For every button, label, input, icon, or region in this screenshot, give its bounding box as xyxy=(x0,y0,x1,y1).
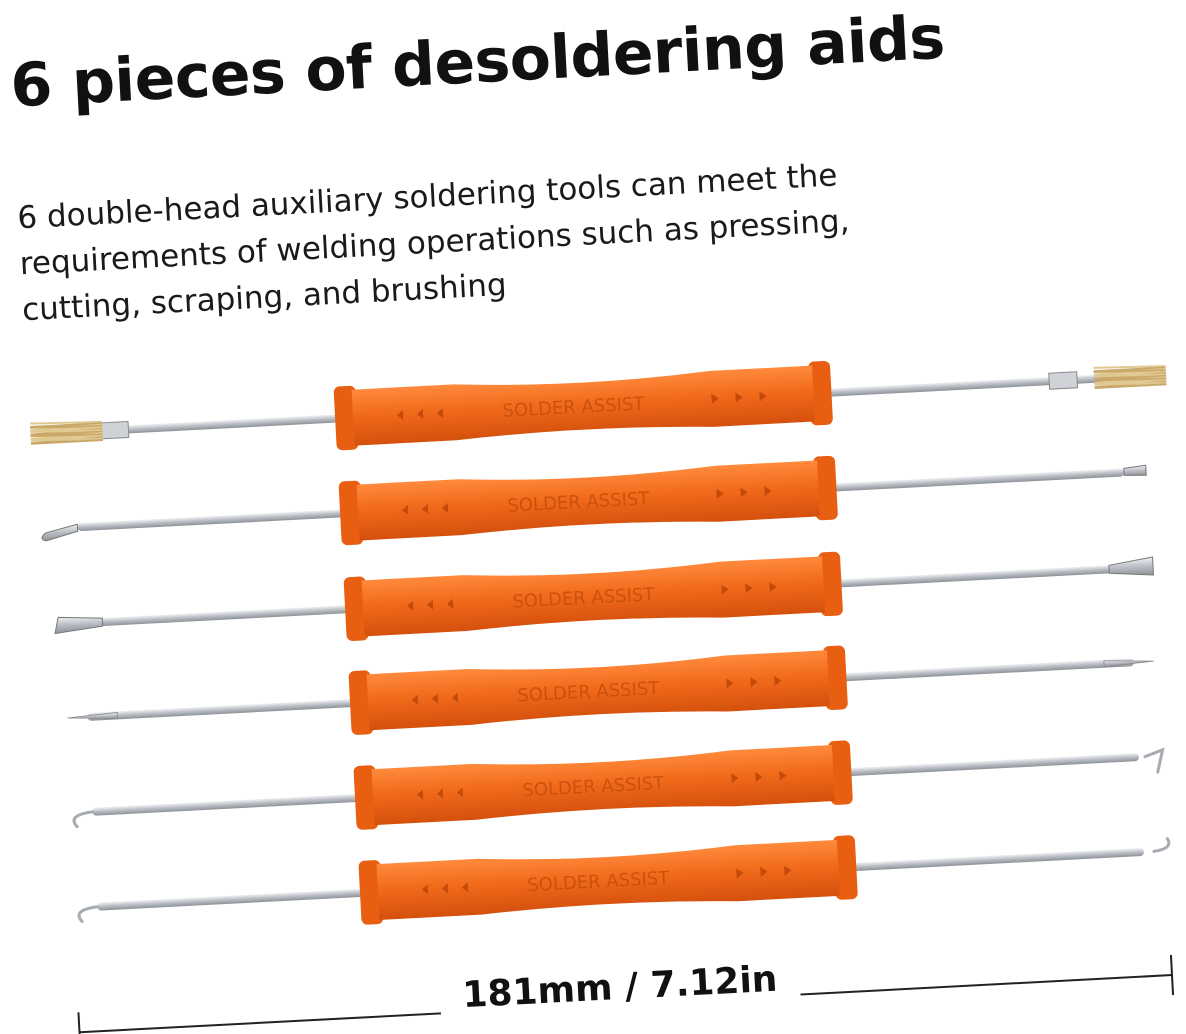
handle-arrow-right xyxy=(721,584,729,595)
right-tip-small-hook xyxy=(1152,837,1171,853)
right-tip-point xyxy=(1103,660,1155,668)
handle-arrow-right xyxy=(750,677,758,688)
left-tip-hook xyxy=(72,810,94,829)
right-tip-bent-hook xyxy=(1143,747,1165,774)
dimension-line: 181mm / 7.12in xyxy=(77,955,1175,1034)
left-tip-brush xyxy=(29,420,103,445)
handle-arrow-right xyxy=(755,772,763,783)
dimension-line-left xyxy=(79,1012,442,1034)
left-brush-ferrule xyxy=(99,420,130,440)
handle-arrow-right xyxy=(764,486,772,497)
dimension-tick-right xyxy=(1169,955,1175,996)
handle-arrow-right xyxy=(731,773,739,784)
handle-arrow-left xyxy=(451,692,459,703)
tool-5: SOLDER ASSIST xyxy=(72,740,1165,830)
right-brush-ferrule xyxy=(1048,371,1079,390)
handle-arrow-left xyxy=(416,789,424,800)
left-tip-hook xyxy=(77,905,99,924)
tool-handle xyxy=(356,460,820,541)
handle-arrow-left xyxy=(431,693,439,704)
handle-arrow-left xyxy=(441,883,449,894)
handle-arrow-left xyxy=(411,694,419,705)
tool-handle xyxy=(361,556,825,637)
handle-arrow-left xyxy=(407,600,414,611)
handle-arrow-left xyxy=(397,410,404,421)
handle-arrow-left xyxy=(417,409,424,420)
handle-arrow-left xyxy=(437,407,444,418)
handle-arrow-right xyxy=(774,675,782,686)
tool-6: SOLDER ASSIST xyxy=(77,835,1171,925)
handle-arrow-right xyxy=(779,770,787,781)
dimension-tick-left xyxy=(77,1012,82,1034)
dimension-line-right xyxy=(800,974,1173,996)
handle-arrow-right xyxy=(759,391,767,402)
handle-arrow-right xyxy=(735,392,743,403)
handle-arrow-right xyxy=(716,488,724,499)
tool-handle xyxy=(376,839,840,920)
handle-arrow-left xyxy=(402,504,409,515)
handle-arrow-right xyxy=(745,583,753,594)
left-tip-fork xyxy=(41,523,79,542)
tool-2: SOLDER ASSIST xyxy=(41,455,1147,546)
tool-1: SOLDER ASSIST xyxy=(29,360,1167,451)
tool-3: SOLDER ASSIST xyxy=(54,551,1154,642)
handle-arrow-left xyxy=(427,599,434,610)
left-tip-point xyxy=(67,711,118,719)
handle-arrow-right xyxy=(740,487,748,498)
left-tip-flat-blade xyxy=(54,616,104,635)
tool-handle xyxy=(351,365,815,446)
tool-handle xyxy=(366,650,830,731)
dimension-label: 181mm / 7.12in xyxy=(461,959,778,1016)
handle-arrow-right xyxy=(726,678,734,689)
handle-arrow-left xyxy=(421,884,429,895)
tool-handle xyxy=(371,745,835,826)
handle-arrow-right xyxy=(760,866,768,877)
right-tip-fork xyxy=(1123,464,1147,476)
handle-arrow-left xyxy=(456,787,464,798)
handle-arrow-left xyxy=(422,503,429,514)
handle-arrow-left xyxy=(447,598,454,609)
handle-arrow-right xyxy=(736,868,744,879)
handle-arrow-right xyxy=(784,865,792,876)
handle-arrow-left xyxy=(436,788,444,799)
tool-4: SOLDER ASSIST xyxy=(67,645,1155,735)
handle-arrow-left xyxy=(461,882,469,893)
handle-arrow-left xyxy=(441,502,449,513)
right-tip-brush xyxy=(1093,365,1167,390)
right-tip-flat-blade xyxy=(1108,556,1154,576)
handle-arrow-right xyxy=(769,582,777,593)
handle-arrow-right xyxy=(711,393,719,404)
